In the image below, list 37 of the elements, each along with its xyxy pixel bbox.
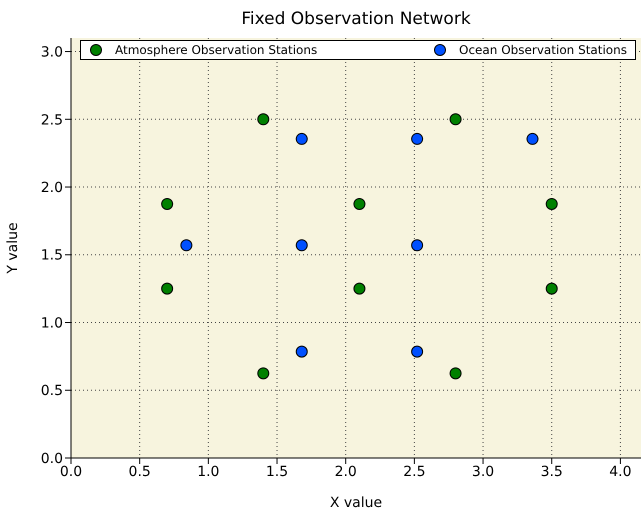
x-tick-label: 2.5 — [403, 464, 426, 480]
point — [411, 346, 424, 358]
y-tick-label: 0.5 — [40, 383, 63, 400]
point — [411, 132, 424, 145]
y-axis-title: Y value — [4, 222, 21, 275]
point — [161, 198, 174, 210]
point — [161, 282, 174, 295]
point — [353, 282, 366, 295]
x-tick-label: 3.5 — [540, 464, 563, 480]
legend-label: Ocean Observation Stations — [459, 43, 627, 57]
x-tick-label: 1.5 — [266, 464, 288, 480]
point — [411, 239, 424, 252]
y-tick-label: 2.0 — [40, 180, 63, 196]
x-tick-label: 0.5 — [128, 464, 151, 480]
chart-title: Fixed Observation Network — [240, 9, 472, 29]
point — [296, 132, 308, 145]
point — [180, 239, 192, 252]
x-tick-label: 1.0 — [197, 464, 220, 480]
point — [450, 113, 462, 126]
legend-label: Atmosphere Observation Stations — [115, 43, 318, 57]
point — [257, 367, 270, 380]
y-tick-label: 3.0 — [40, 44, 63, 61]
x-tick-label: 2.0 — [334, 464, 357, 480]
x-tick-label: 3.0 — [472, 464, 494, 480]
point — [546, 198, 558, 210]
point — [296, 346, 308, 358]
x-axis-title: X value — [330, 495, 382, 511]
point — [450, 367, 462, 380]
point — [257, 113, 270, 126]
point — [353, 198, 366, 210]
y-tick-label: 2.5 — [40, 112, 63, 128]
point — [526, 132, 538, 145]
y-tick-label: 1.0 — [40, 315, 63, 332]
point — [546, 282, 558, 295]
point — [296, 239, 308, 252]
y-tick-label: 1.5 — [40, 248, 63, 264]
x-tick-label: 4.0 — [609, 464, 632, 480]
